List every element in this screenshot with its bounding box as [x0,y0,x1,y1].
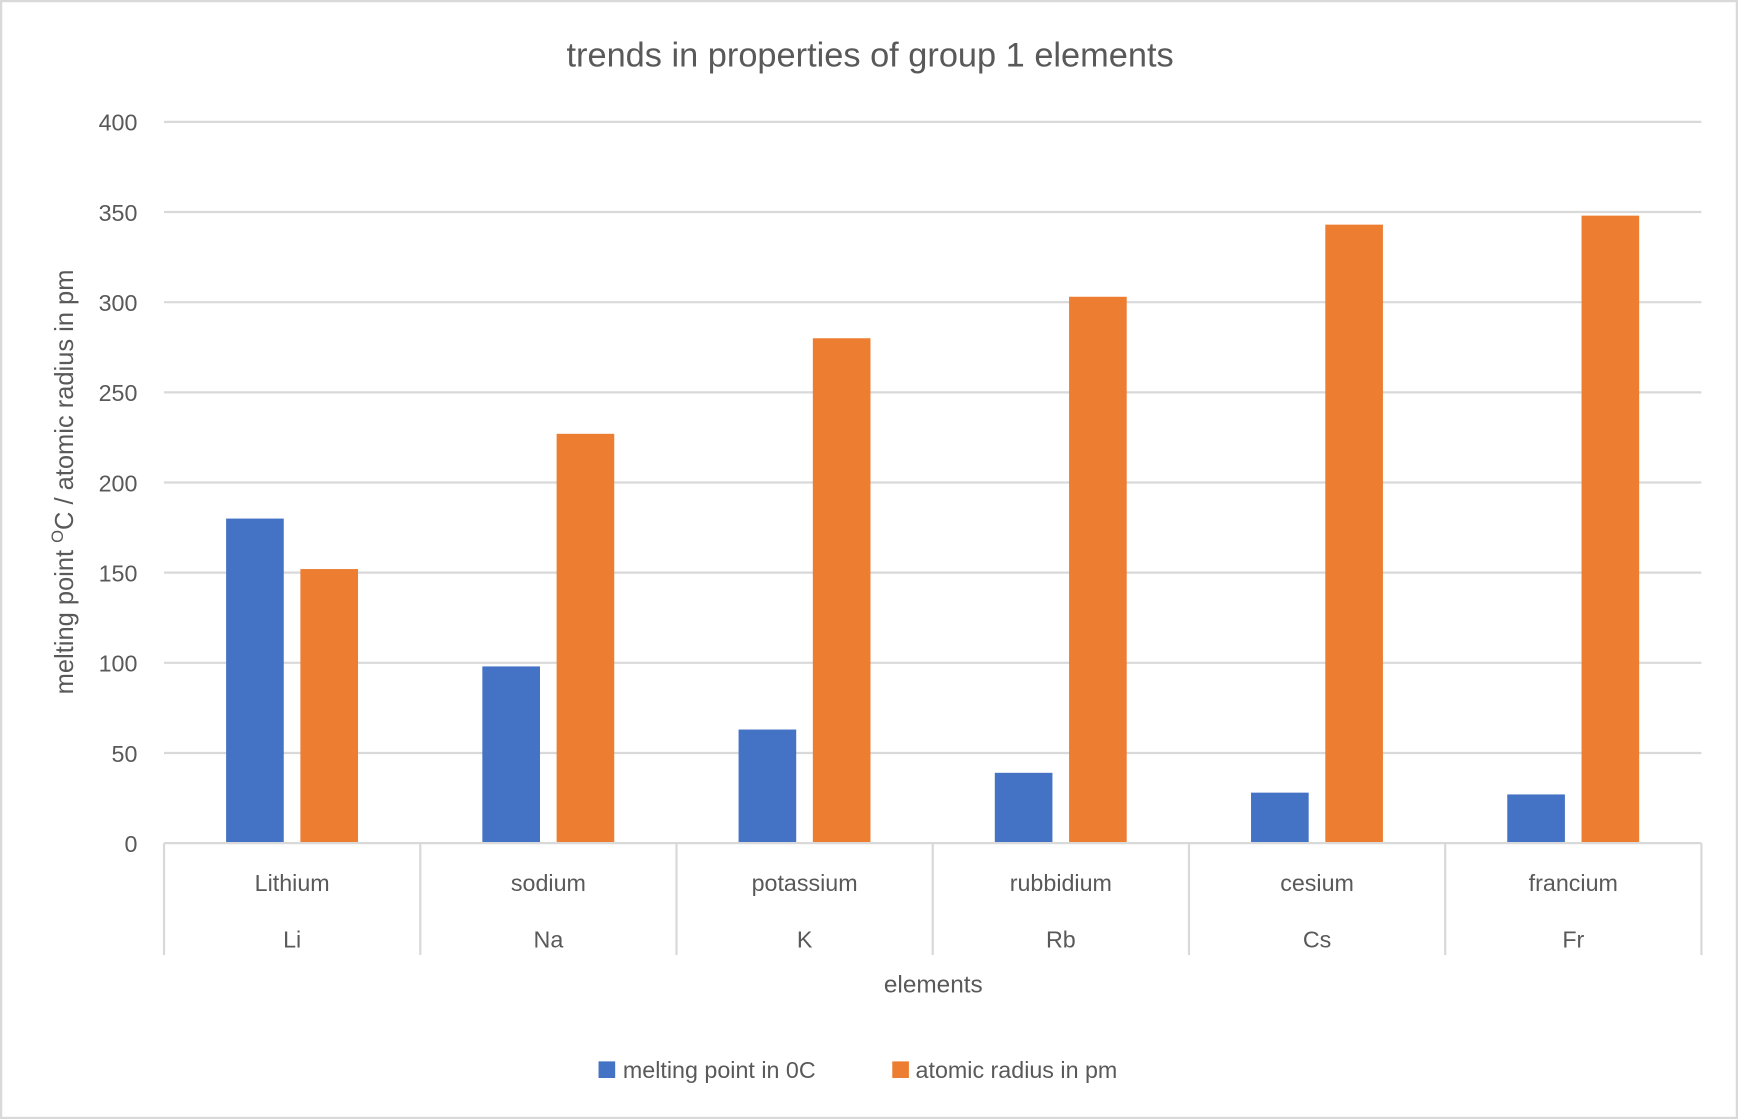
y-tick-label: 0 [124,831,137,857]
bar-atomic-radius-cs [1325,224,1383,844]
bar-atomic-radius-fr [1581,215,1640,844]
chart-title: trends in properties of group 1 elements [566,36,1173,74]
bars [226,215,1640,844]
y-tick-label: 150 [99,561,138,587]
bar-melting-point-k [738,729,797,844]
y-tick-label: 400 [99,110,138,136]
y-tick-label: 300 [99,290,138,316]
x-tick-label-name: rubbidium [1010,870,1112,896]
bar-atomic-radius-k [812,338,871,844]
bar-melting-point-fr [1507,794,1565,844]
bar-atomic-radius-li [300,569,359,844]
x-tick-label-symbol: Cs [1303,926,1331,952]
x-tick-label-name: potassium [752,870,858,896]
gridlines [164,120,1702,755]
bar-melting-point-cs [1251,792,1309,844]
legend-label-melting-point: melting point in 0C [623,1057,816,1083]
x-tick-label-name: cesium [1280,870,1354,896]
x-tick-label-symbol: Rb [1046,926,1076,952]
bar-melting-point-li [226,518,284,844]
x-tick-label-symbol: K [797,926,813,952]
legend-swatch-melting-point [598,1061,616,1079]
bar-melting-point-na [482,666,540,844]
y-axis-label: melting point OC / atomic radius in pm [48,270,79,695]
y-tick-label: 200 [99,470,138,496]
x-tick-label-name: francium [1529,870,1618,896]
x-tick-label-symbol: Li [283,926,301,952]
legend-swatch-atomic-radius [892,1061,909,1079]
y-tick-label: 100 [99,651,138,677]
legend: melting point in 0C atomic radius in pm [598,1057,1118,1083]
x-axis-label: elements [884,972,983,999]
y-tick-label: 350 [99,200,138,226]
x-tick-label-name: sodium [511,870,586,896]
bar-atomic-radius-rb [1069,296,1127,844]
y-tick-label: 250 [99,380,138,406]
bar-melting-point-rb [994,772,1053,844]
x-tick-label-symbol: Fr [1562,926,1584,952]
bar-atomic-radius-na [556,433,615,844]
y-tick-labels: 0 50 100 150 200 250 300 350 400 [99,110,138,857]
legend-label-atomic-radius: atomic radius in pm [916,1057,1118,1083]
x-tick-label-symbol: Na [534,926,564,952]
x-tick-label-name: Lithium [255,870,330,896]
y-tick-label: 50 [112,741,138,767]
